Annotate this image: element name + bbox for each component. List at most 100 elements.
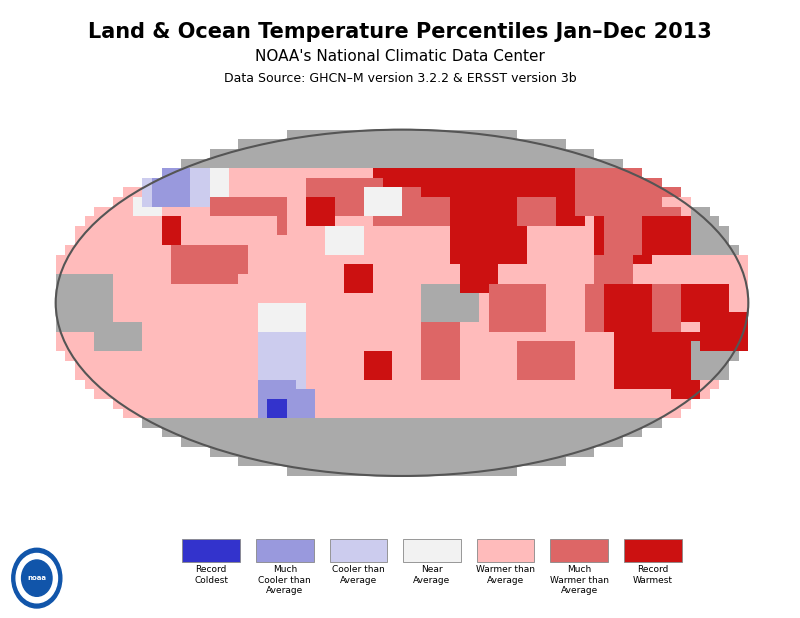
Polygon shape: [354, 245, 363, 255]
Polygon shape: [729, 313, 738, 322]
Polygon shape: [190, 428, 200, 438]
Polygon shape: [296, 332, 306, 341]
Polygon shape: [623, 380, 633, 389]
Polygon shape: [238, 139, 248, 149]
Polygon shape: [614, 408, 623, 418]
Polygon shape: [363, 389, 373, 399]
Polygon shape: [470, 399, 479, 408]
Polygon shape: [200, 428, 210, 438]
Polygon shape: [489, 360, 498, 370]
Polygon shape: [614, 159, 623, 168]
Polygon shape: [123, 206, 133, 216]
Polygon shape: [354, 274, 363, 284]
Polygon shape: [344, 360, 354, 370]
Polygon shape: [210, 332, 219, 341]
Polygon shape: [344, 399, 354, 408]
Polygon shape: [575, 389, 585, 399]
Polygon shape: [662, 322, 671, 332]
Polygon shape: [306, 159, 315, 168]
Polygon shape: [642, 408, 652, 418]
Polygon shape: [200, 341, 210, 351]
Polygon shape: [392, 408, 402, 418]
Polygon shape: [431, 255, 441, 265]
Polygon shape: [325, 341, 334, 351]
Polygon shape: [729, 274, 738, 284]
Polygon shape: [489, 467, 498, 476]
Polygon shape: [604, 380, 614, 389]
Polygon shape: [508, 197, 518, 206]
Polygon shape: [498, 178, 508, 187]
Polygon shape: [556, 149, 566, 159]
Polygon shape: [700, 293, 710, 303]
Polygon shape: [152, 284, 162, 293]
Polygon shape: [498, 235, 508, 245]
Polygon shape: [642, 293, 652, 303]
Polygon shape: [133, 216, 142, 226]
Polygon shape: [277, 206, 286, 216]
Polygon shape: [229, 226, 238, 235]
Polygon shape: [556, 293, 566, 303]
Polygon shape: [671, 187, 681, 197]
Polygon shape: [248, 168, 258, 178]
Polygon shape: [277, 399, 286, 408]
Polygon shape: [277, 389, 286, 399]
Polygon shape: [267, 418, 277, 428]
Polygon shape: [470, 130, 479, 139]
Polygon shape: [652, 303, 662, 313]
Polygon shape: [229, 265, 238, 274]
Polygon shape: [671, 216, 681, 226]
Polygon shape: [450, 130, 460, 139]
Polygon shape: [431, 360, 441, 370]
Polygon shape: [392, 206, 402, 216]
Polygon shape: [190, 187, 200, 197]
Polygon shape: [190, 313, 200, 322]
Polygon shape: [594, 235, 604, 245]
Polygon shape: [422, 332, 431, 341]
Polygon shape: [258, 168, 267, 178]
Polygon shape: [662, 313, 671, 322]
Polygon shape: [422, 206, 431, 216]
Polygon shape: [489, 332, 498, 341]
Polygon shape: [142, 351, 152, 360]
Polygon shape: [142, 235, 152, 245]
Polygon shape: [470, 408, 479, 418]
Polygon shape: [719, 293, 729, 303]
Polygon shape: [133, 235, 142, 245]
Polygon shape: [662, 389, 671, 399]
Polygon shape: [700, 235, 710, 245]
Polygon shape: [190, 341, 200, 351]
Polygon shape: [479, 303, 489, 313]
Polygon shape: [229, 235, 238, 245]
Polygon shape: [306, 216, 315, 226]
Polygon shape: [479, 399, 489, 408]
Polygon shape: [238, 303, 248, 313]
Polygon shape: [306, 168, 315, 178]
Polygon shape: [296, 351, 306, 360]
Polygon shape: [594, 293, 604, 303]
Polygon shape: [296, 467, 306, 476]
Polygon shape: [219, 360, 229, 370]
Polygon shape: [354, 216, 363, 226]
Polygon shape: [738, 313, 748, 322]
Polygon shape: [671, 380, 681, 389]
Polygon shape: [652, 274, 662, 284]
Polygon shape: [114, 303, 123, 313]
Polygon shape: [450, 149, 460, 159]
Polygon shape: [152, 370, 162, 380]
Polygon shape: [623, 408, 633, 418]
Polygon shape: [431, 370, 441, 380]
Polygon shape: [267, 399, 277, 408]
Polygon shape: [85, 274, 94, 284]
Polygon shape: [104, 206, 114, 216]
Polygon shape: [219, 370, 229, 380]
Polygon shape: [344, 418, 354, 428]
Polygon shape: [450, 178, 460, 187]
Polygon shape: [181, 168, 190, 178]
Polygon shape: [315, 332, 325, 341]
Polygon shape: [614, 284, 623, 293]
Polygon shape: [325, 149, 334, 159]
Polygon shape: [334, 265, 344, 274]
Polygon shape: [210, 187, 219, 197]
Polygon shape: [104, 351, 114, 360]
Polygon shape: [171, 226, 181, 235]
